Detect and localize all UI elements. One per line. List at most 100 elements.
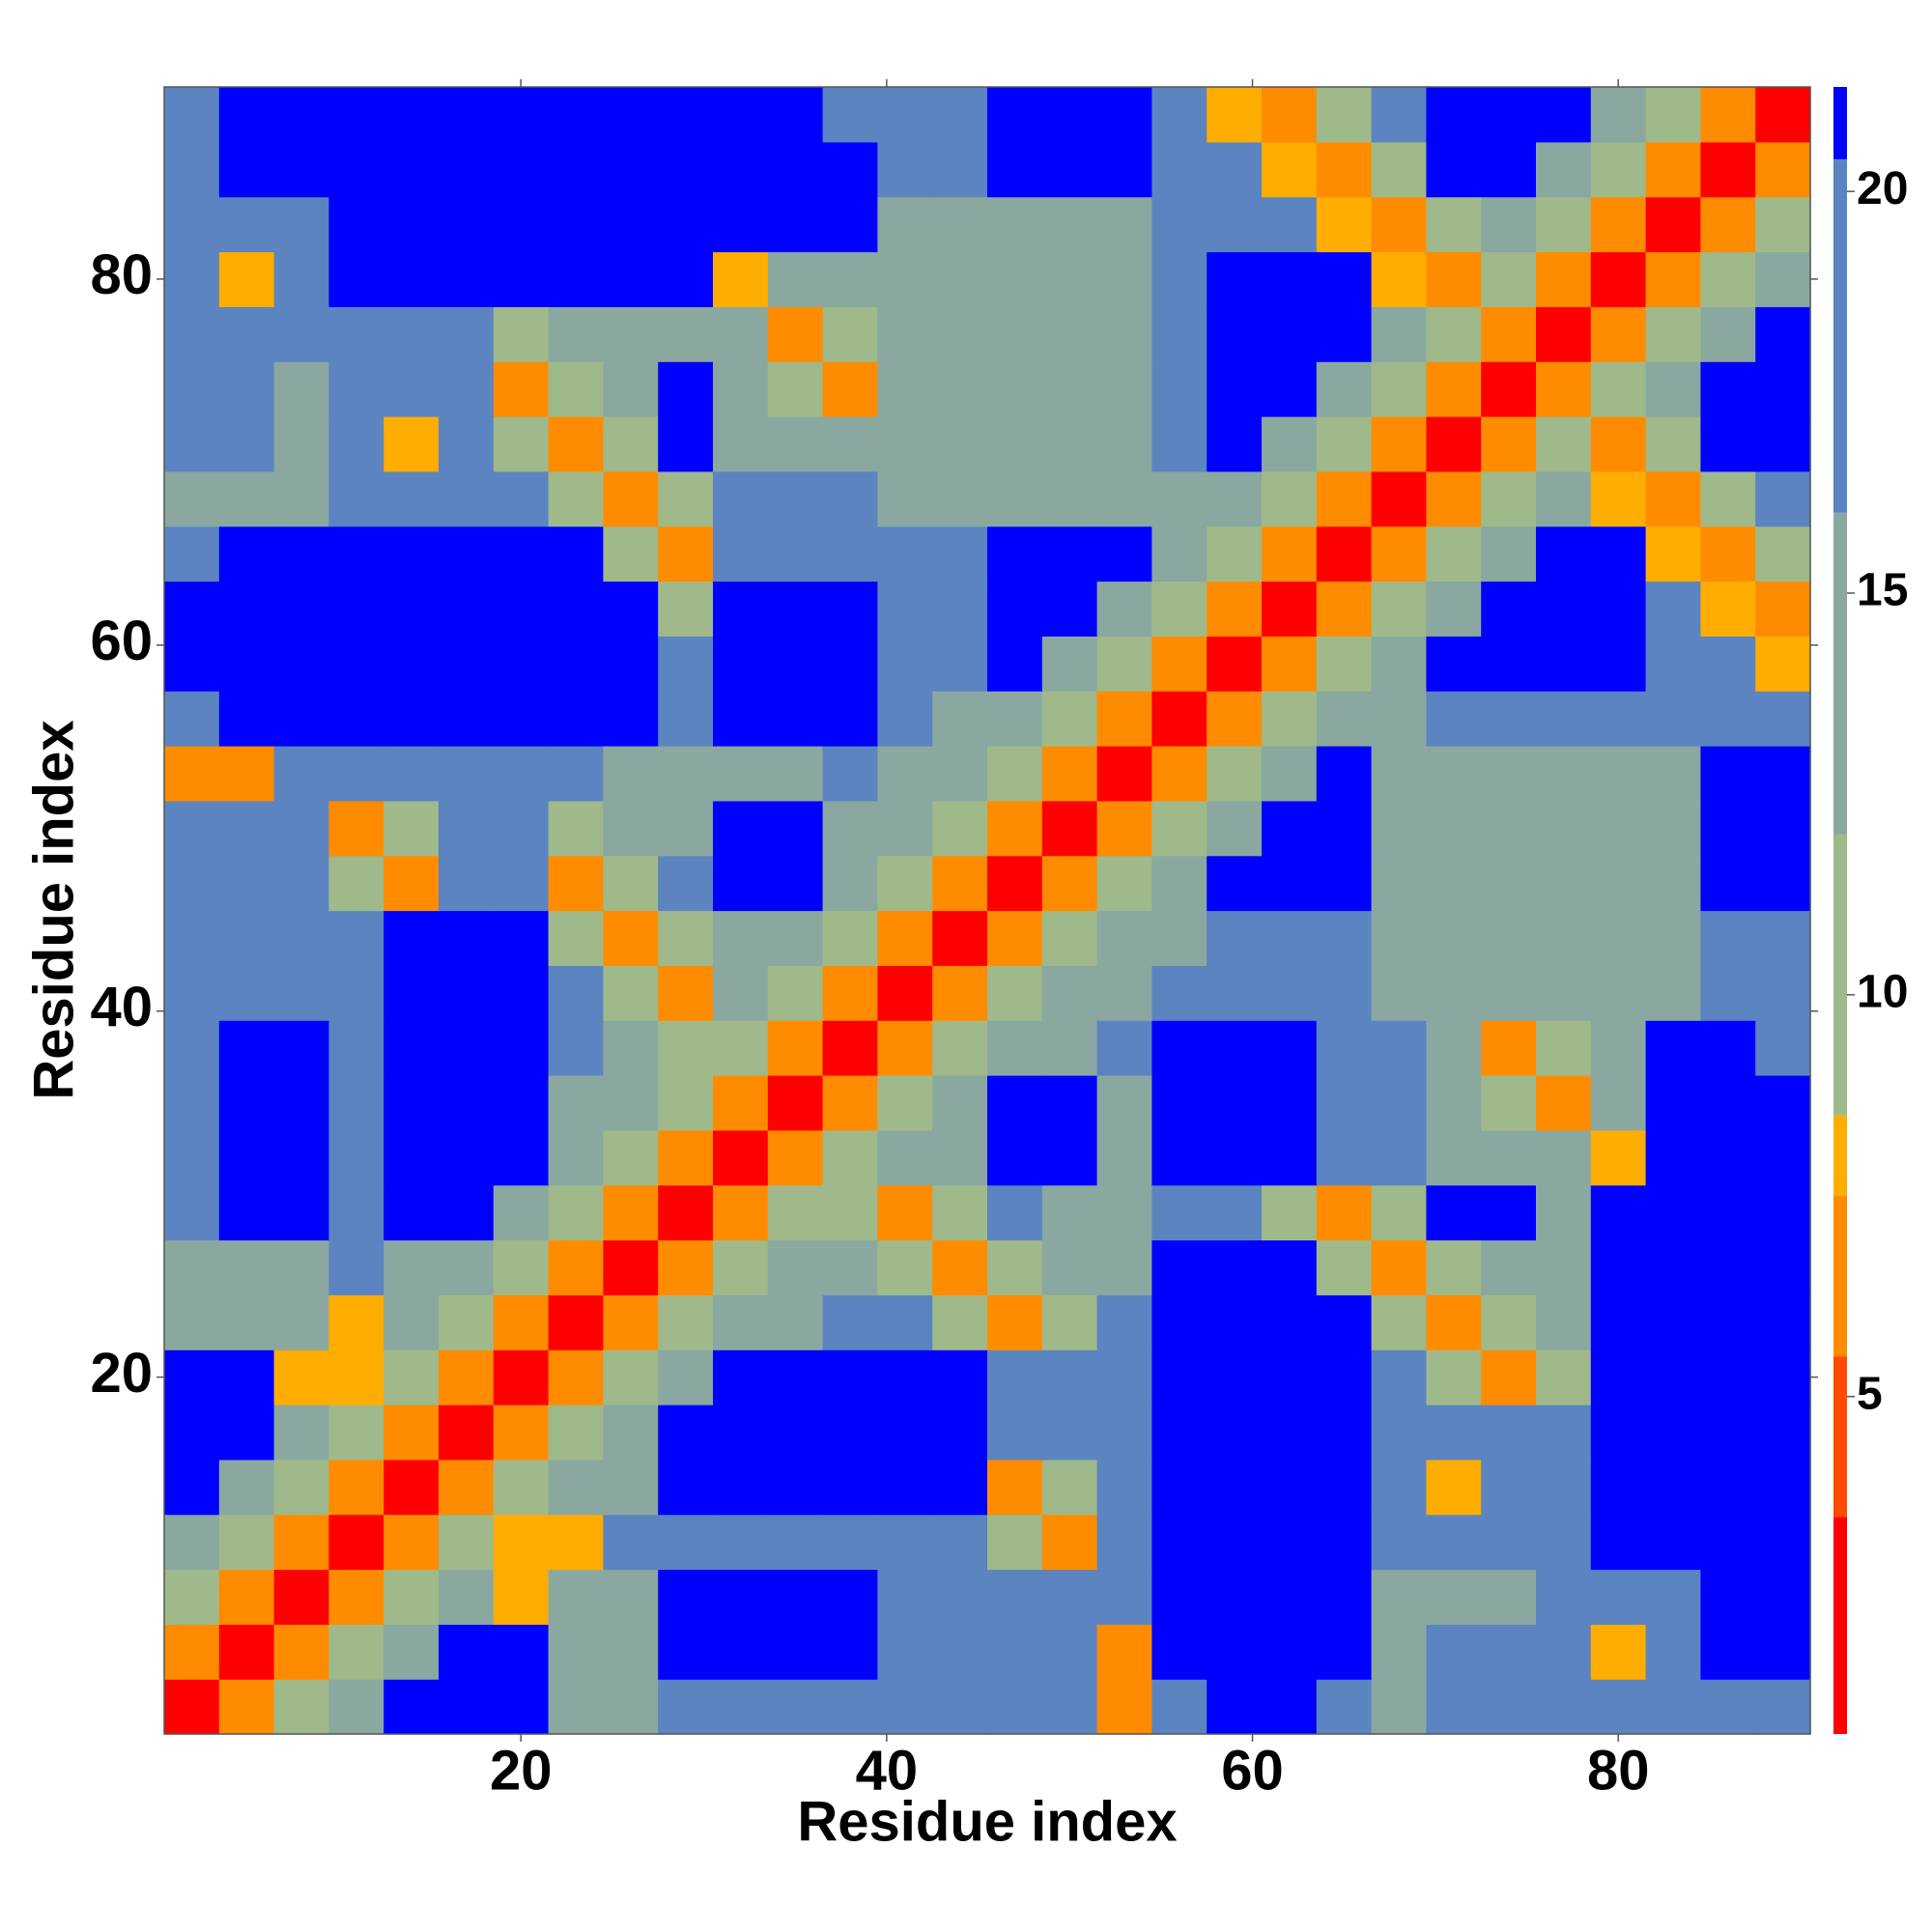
heatmap-cell — [767, 141, 824, 198]
heatmap-cell — [218, 581, 275, 637]
heatmap-cell — [1207, 416, 1263, 472]
heatmap-cell — [767, 800, 824, 857]
heatmap-cell — [1262, 1405, 1318, 1461]
heatmap-cell — [1151, 1020, 1208, 1076]
heatmap-cell — [1262, 1239, 1318, 1295]
y-tick-label: 80 — [90, 243, 153, 306]
heatmap-cell — [1096, 746, 1152, 802]
heatmap-cell — [1151, 1184, 1208, 1241]
heatmap-cell — [767, 1569, 824, 1625]
heatmap-cell — [328, 855, 384, 912]
heatmap-cell — [218, 910, 275, 966]
heatmap-cell — [987, 1129, 1043, 1186]
heatmap-cell — [273, 1514, 329, 1571]
heatmap-cell — [1755, 196, 1811, 253]
heatmap-cell — [1151, 1679, 1208, 1735]
heatmap-cell — [1207, 196, 1263, 253]
heatmap-cell — [1590, 855, 1647, 912]
heatmap-cell — [439, 691, 495, 747]
heatmap-cell — [1371, 1569, 1427, 1625]
heatmap-cell — [1426, 1569, 1482, 1625]
heatmap-cell — [713, 910, 769, 966]
heatmap-cell — [1426, 141, 1482, 198]
heatmap-cell — [822, 1020, 878, 1076]
heatmap-cell — [1536, 746, 1592, 802]
heatmap-cell — [1481, 1624, 1537, 1680]
heatmap-cell — [1151, 636, 1208, 692]
heatmap-cell — [548, 910, 604, 966]
heatmap-cell — [877, 1294, 933, 1350]
heatmap-cell — [1700, 416, 1756, 472]
heatmap-cell — [932, 1624, 988, 1680]
heatmap-cell — [1041, 1075, 1098, 1131]
heatmap-cell — [493, 1294, 550, 1350]
heatmap-cell — [658, 1569, 714, 1625]
heatmap-cell — [822, 526, 878, 582]
heatmap-cell — [328, 196, 384, 253]
heatmap-cell — [439, 965, 495, 1021]
heatmap-cell — [1645, 636, 1701, 692]
heatmap-cell — [164, 87, 220, 143]
heatmap-cell — [439, 1294, 495, 1350]
heatmap-cell — [1481, 636, 1537, 692]
heatmap-cell — [713, 1569, 769, 1625]
heatmap-cell — [439, 1239, 495, 1295]
heatmap-cell — [658, 691, 714, 747]
heatmap-cell — [1371, 910, 1427, 966]
heatmap-cell — [384, 1184, 440, 1241]
y-tick-label: 60 — [90, 610, 153, 672]
heatmap-cell — [987, 1350, 1043, 1406]
heatmap-cell — [1096, 416, 1152, 472]
heatmap-cell — [493, 855, 550, 912]
heatmap-cell — [273, 1294, 329, 1350]
heatmap-cell — [713, 1459, 769, 1516]
heatmap-cell — [603, 1350, 659, 1406]
heatmap-cell — [1207, 1569, 1263, 1625]
heatmap-cell — [603, 141, 659, 198]
heatmap-cell — [1481, 470, 1537, 527]
heatmap-cell — [218, 1459, 275, 1516]
heatmap-cell — [713, 526, 769, 582]
heatmap-cell — [1207, 1405, 1263, 1461]
heatmap-cell — [218, 800, 275, 857]
heatmap-cell — [1207, 251, 1263, 307]
heatmap-cell — [164, 251, 220, 307]
heatmap-cell — [1207, 855, 1263, 912]
heatmap-cell — [932, 746, 988, 802]
heatmap-cell — [218, 306, 275, 362]
heatmap-cell — [384, 1075, 440, 1131]
heatmap-cell — [713, 1405, 769, 1461]
heatmap-cell — [658, 87, 714, 143]
heatmap-cell — [1426, 416, 1482, 472]
heatmap-cell — [1700, 1350, 1756, 1406]
heatmap-cell — [1371, 416, 1427, 472]
heatmap-cell — [1645, 196, 1701, 253]
heatmap-cell — [713, 196, 769, 253]
heatmap-cell — [987, 746, 1043, 802]
heatmap-cell — [1645, 470, 1701, 527]
heatmap-cell — [1755, 746, 1811, 802]
heatmap-cell — [1755, 581, 1811, 637]
heatmap-cell — [1536, 306, 1592, 362]
heatmap-cell — [273, 1624, 329, 1680]
heatmap-cell — [384, 1459, 440, 1516]
heatmap-cell — [1262, 470, 1318, 527]
heatmap-cell — [1316, 1020, 1373, 1076]
heatmap-cell — [767, 251, 824, 307]
heatmap-cell — [932, 636, 988, 692]
heatmap-cell — [439, 470, 495, 527]
heatmap-cell — [1645, 87, 1701, 143]
heatmap-cell — [1755, 416, 1811, 472]
heatmap-cell — [1371, 1405, 1427, 1461]
heatmap-cell — [328, 1184, 384, 1241]
heatmap-cell — [1096, 855, 1152, 912]
heatmap-cell — [1207, 1239, 1263, 1295]
heatmap-cell — [164, 526, 220, 582]
heatmap-cell — [1590, 1129, 1647, 1186]
heatmap-cell — [1262, 1569, 1318, 1625]
heatmap-cell — [1481, 141, 1537, 198]
heatmap-cell — [713, 581, 769, 637]
heatmap-cell — [932, 910, 988, 966]
heatmap-cell — [1096, 306, 1152, 362]
